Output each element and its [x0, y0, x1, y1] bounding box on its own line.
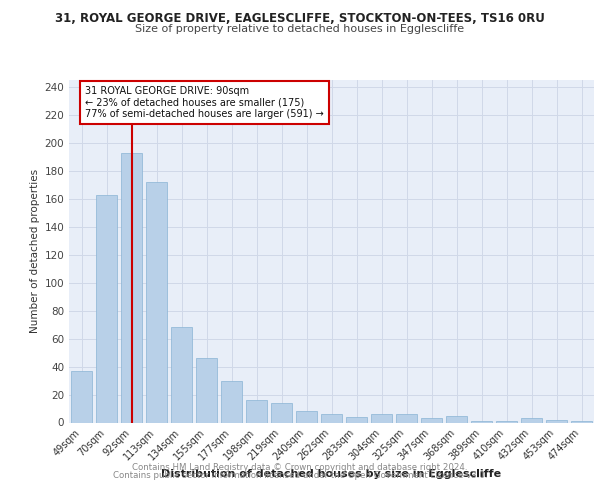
Bar: [296, 412, 317, 422]
Bar: [446, 416, 467, 422]
Bar: [496, 421, 517, 422]
X-axis label: Distribution of detached houses by size in Egglescliffe: Distribution of detached houses by size …: [161, 469, 502, 479]
Bar: [271, 403, 292, 422]
Bar: [546, 420, 567, 422]
Text: 31 ROYAL GEORGE DRIVE: 90sqm
← 23% of detached houses are smaller (175)
77% of s: 31 ROYAL GEORGE DRIVE: 90sqm ← 23% of de…: [85, 86, 324, 119]
Text: Contains HM Land Registry data © Crown copyright and database right 2024.: Contains HM Land Registry data © Crown c…: [132, 462, 468, 471]
Text: Size of property relative to detached houses in Egglescliffe: Size of property relative to detached ho…: [136, 24, 464, 34]
Bar: [71, 371, 92, 422]
Text: Contains public sector information licensed under the Open Government Licence v3: Contains public sector information licen…: [113, 472, 487, 480]
Bar: [96, 194, 117, 422]
Bar: [121, 152, 142, 422]
Bar: [346, 417, 367, 422]
Bar: [321, 414, 342, 422]
Text: 31, ROYAL GEORGE DRIVE, EAGLESCLIFFE, STOCKTON-ON-TEES, TS16 0RU: 31, ROYAL GEORGE DRIVE, EAGLESCLIFFE, ST…: [55, 12, 545, 26]
Bar: [171, 328, 192, 422]
Bar: [571, 421, 592, 422]
Bar: [396, 414, 417, 422]
Bar: [521, 418, 542, 422]
Bar: [221, 380, 242, 422]
Bar: [371, 414, 392, 422]
Bar: [196, 358, 217, 422]
Y-axis label: Number of detached properties: Number of detached properties: [30, 169, 40, 334]
Bar: [246, 400, 267, 422]
Bar: [421, 418, 442, 422]
Bar: [146, 182, 167, 422]
Bar: [471, 421, 492, 422]
